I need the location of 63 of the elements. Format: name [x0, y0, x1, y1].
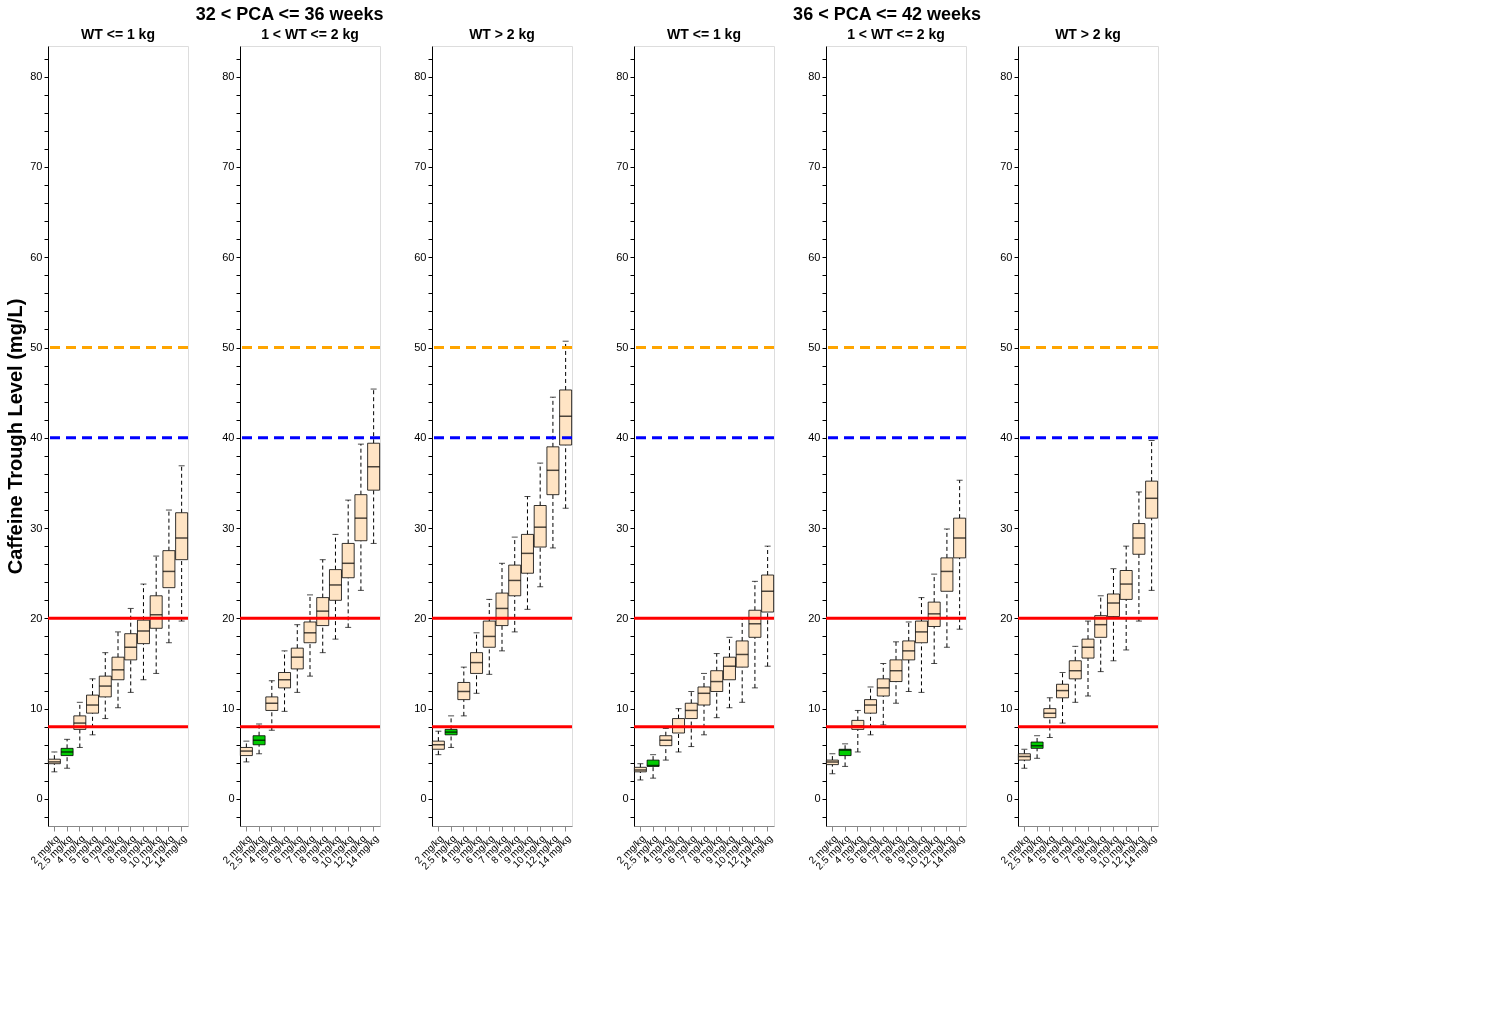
y-tick-label: 0: [622, 792, 629, 805]
y-tick-label: 10: [616, 702, 629, 715]
y-tick-label: 50: [808, 341, 821, 354]
chart-title: WT <= 1 kg: [667, 26, 741, 42]
y-tick-label: 70: [30, 160, 43, 173]
y-tick-label: 70: [1000, 160, 1013, 173]
y-tick-label: 80: [414, 70, 427, 83]
y-tick-label: 30: [414, 521, 427, 534]
y-tick-label: 70: [222, 160, 235, 173]
y-tick-label: 30: [808, 521, 821, 534]
chart-title: WT <= 1 kg: [81, 26, 155, 42]
y-tick-label: 10: [414, 702, 427, 715]
y-tick-label: 70: [414, 160, 427, 173]
y-tick-label: 60: [616, 250, 629, 263]
y-tick-label: 50: [1000, 341, 1013, 354]
text: 36 < PCA <= 42 weeks: [793, 3, 982, 24]
y-tick-label: 40: [30, 431, 43, 444]
y-tick-label: 80: [222, 70, 235, 83]
y-tick-label: 20: [30, 611, 43, 624]
text: 32 < PCA <= 36 weeks: [195, 3, 384, 24]
y-tick-label: 20: [1000, 611, 1013, 624]
y-tick-label: 50: [616, 341, 629, 354]
y-tick-label: 50: [30, 341, 43, 354]
y-tick-label: 0: [420, 792, 427, 805]
y-tick-label: 80: [30, 70, 43, 83]
y-axis-title: Caffeine Trough Level (mg/L): [4, 298, 27, 575]
y-tick-label: 20: [222, 611, 235, 624]
y-tick-label: 20: [616, 611, 629, 624]
y-tick-label: 0: [1006, 792, 1013, 805]
y-tick-label: 0: [228, 792, 235, 805]
y-tick-label: 30: [30, 521, 43, 534]
y-tick-label: 70: [808, 160, 821, 173]
y-tick-label: 60: [808, 250, 821, 263]
y-tick-label: 40: [808, 431, 821, 444]
chart-title: 1 < WT <= 2 kg: [261, 26, 359, 42]
y-tick-label: 40: [616, 431, 629, 444]
y-tick-label: 80: [616, 70, 629, 83]
y-tick-label: 70: [616, 160, 629, 173]
y-tick-label: 80: [1000, 70, 1013, 83]
chart-title: WT > 2 kg: [1055, 26, 1121, 42]
y-tick-label: 10: [808, 702, 821, 715]
y-tick-label: 20: [414, 611, 427, 624]
y-tick-label: 80: [808, 70, 821, 83]
y-tick-label: 30: [222, 521, 235, 534]
y-tick-label: 10: [1000, 702, 1013, 715]
y-tick-label: 60: [30, 250, 43, 263]
y-tick-label: 40: [1000, 431, 1013, 444]
y-tick-label: 30: [1000, 521, 1013, 534]
y-tick-label: 10: [222, 702, 235, 715]
y-tick-label: 40: [222, 431, 235, 444]
chart-title: 1 < WT <= 2 kg: [847, 26, 945, 42]
y-tick-label: 50: [414, 341, 427, 354]
chart-title: WT > 2 kg: [469, 26, 535, 42]
y-tick-label: 10: [30, 702, 43, 715]
y-tick-label: 50: [222, 341, 235, 354]
y-tick-label: 0: [814, 792, 821, 805]
y-tick-label: 60: [1000, 250, 1013, 263]
y-tick-label: 20: [808, 611, 821, 624]
y-tick-label: 60: [414, 250, 427, 263]
y-tick-label: 30: [616, 521, 629, 534]
y-tick-label: 40: [414, 431, 427, 444]
y-tick-label: 60: [222, 250, 235, 263]
y-tick-label: 0: [36, 792, 43, 805]
